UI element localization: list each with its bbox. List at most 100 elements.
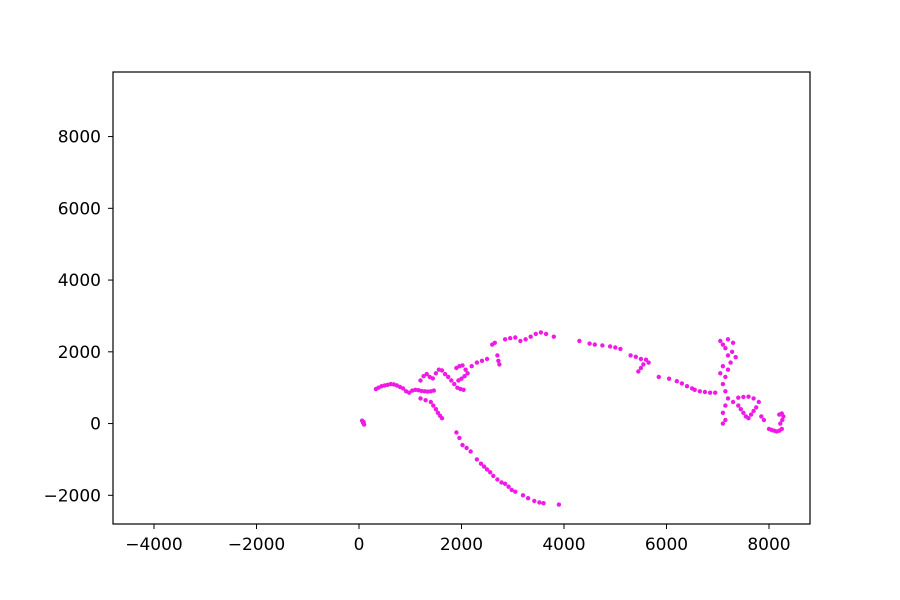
data-point xyxy=(748,412,754,417)
data-point xyxy=(532,498,537,504)
data-point xyxy=(641,362,646,367)
data-point xyxy=(713,390,718,395)
data-point xyxy=(730,340,736,345)
data-point xyxy=(723,374,728,380)
data-point xyxy=(464,445,469,451)
data-point xyxy=(418,378,423,383)
data-point xyxy=(738,407,743,412)
data-point xyxy=(720,364,726,369)
data-point xyxy=(684,384,690,389)
data-point xyxy=(497,362,502,367)
data-point xyxy=(720,410,726,415)
data-point xyxy=(513,489,518,494)
data-point xyxy=(454,430,459,435)
data-point xyxy=(746,416,751,421)
data-point xyxy=(707,390,713,395)
data-point xyxy=(592,342,597,347)
data-point xyxy=(465,371,470,376)
x-tick-label: 8000 xyxy=(747,535,790,555)
data-point xyxy=(723,346,728,351)
data-point xyxy=(633,354,638,359)
data-point xyxy=(751,408,756,414)
data-point xyxy=(613,345,618,350)
data-point xyxy=(361,419,366,425)
data-point xyxy=(418,396,423,401)
data-point xyxy=(509,487,514,493)
data-point xyxy=(638,365,644,371)
data-point xyxy=(779,411,784,416)
x-tick-label: 6000 xyxy=(645,535,688,555)
data-point xyxy=(474,360,480,365)
data-point xyxy=(463,367,468,372)
data-point xyxy=(428,399,433,405)
data-point xyxy=(430,376,435,381)
data-point xyxy=(761,417,767,423)
data-point xyxy=(439,416,445,421)
x-tick-label: 4000 xyxy=(542,535,585,555)
data-point xyxy=(495,477,500,482)
data-point xyxy=(462,374,467,379)
data-point xyxy=(478,461,484,466)
data-point xyxy=(508,336,513,341)
data-point xyxy=(725,367,731,372)
data-point xyxy=(452,381,457,387)
data-point xyxy=(618,346,623,352)
data-point xyxy=(702,389,708,395)
data-point xyxy=(778,421,783,426)
data-point xyxy=(499,480,504,485)
data-point xyxy=(456,378,461,383)
data-point xyxy=(751,396,756,401)
data-point xyxy=(718,338,723,344)
data-point xyxy=(729,349,735,354)
data-point xyxy=(513,335,518,340)
y-tick-label: 6000 xyxy=(58,199,101,219)
data-point xyxy=(741,410,746,415)
data-point xyxy=(479,358,485,363)
data-point xyxy=(587,341,592,346)
data-point xyxy=(431,388,436,393)
data-point xyxy=(460,363,465,368)
data-point xyxy=(725,353,731,358)
data-point xyxy=(518,338,523,344)
data-point xyxy=(697,389,702,394)
data-point xyxy=(720,421,726,426)
data-point xyxy=(496,358,501,363)
data-point xyxy=(628,353,633,358)
data-point xyxy=(506,484,511,489)
data-point xyxy=(423,398,428,403)
data-point xyxy=(460,442,465,448)
data-point xyxy=(725,337,731,342)
data-point xyxy=(525,496,531,501)
data-point xyxy=(730,399,736,405)
data-point xyxy=(756,399,761,405)
data-point xyxy=(551,334,556,339)
y-tick-label: 0 xyxy=(90,415,101,435)
data-point xyxy=(666,376,672,381)
data-point xyxy=(433,407,439,412)
data-point xyxy=(469,364,474,369)
data-point xyxy=(495,353,500,358)
data-point xyxy=(725,396,731,401)
data-point xyxy=(741,394,746,400)
data-point xyxy=(718,371,723,376)
data-point xyxy=(607,344,613,349)
data-point xyxy=(759,414,764,419)
data-point xyxy=(491,473,496,479)
data-point xyxy=(733,355,738,360)
data-point xyxy=(492,340,497,345)
data-point xyxy=(674,379,679,384)
data-point xyxy=(643,357,649,362)
data-point xyxy=(754,405,759,410)
data-point xyxy=(636,369,641,374)
data-point xyxy=(400,386,406,391)
data-point xyxy=(446,374,451,380)
x-tick-label: 0 xyxy=(354,535,365,555)
data-point xyxy=(468,449,473,454)
data-point xyxy=(523,337,528,342)
data-point xyxy=(488,470,493,475)
data-point xyxy=(656,374,661,380)
data-point xyxy=(720,342,726,347)
